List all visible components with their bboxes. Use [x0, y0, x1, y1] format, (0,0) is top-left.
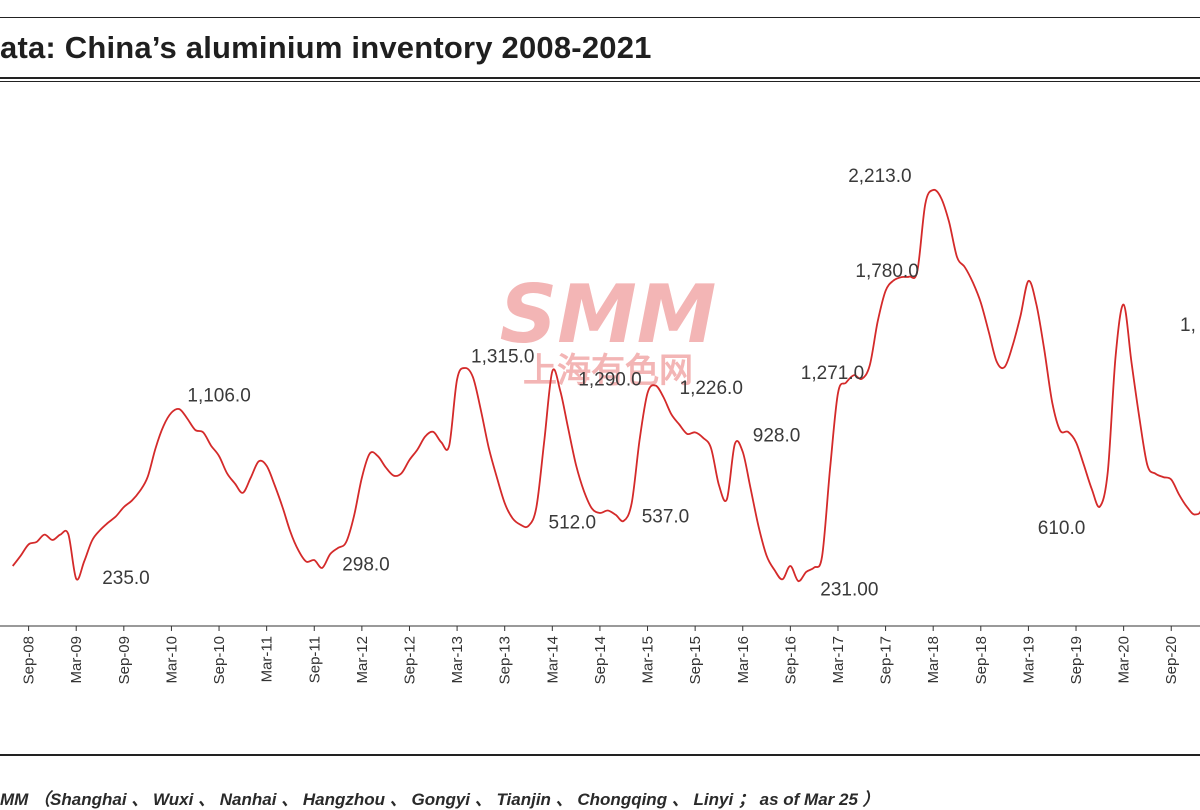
x-tick-label: Mar-16 — [735, 636, 752, 684]
x-tick-label: Sep-16 — [782, 636, 799, 684]
x-tick-label: Mar-20 — [1116, 636, 1133, 684]
top-border — [0, 17, 1200, 18]
data-label: 610.0 — [1038, 518, 1086, 539]
footer-rule — [0, 754, 1200, 756]
data-label: 298.0 — [342, 554, 390, 575]
chart-title: ata: China’s aluminium inventory 2008-20… — [0, 30, 652, 65]
data-label: 1,106.0 — [187, 386, 250, 407]
smm-watermark: SMM 上海有色网 — [500, 268, 717, 391]
x-tick-label: Sep-12 — [401, 636, 418, 684]
x-tick-label: Mar-09 — [68, 636, 85, 684]
inventory-line — [12, 188, 1200, 583]
x-tick-label: Sep-18 — [973, 636, 990, 684]
x-tick-label: Sep-17 — [878, 636, 895, 684]
x-axis: Sep-08 Mar-09 Sep-09 Mar-10 Sep-10 Mar-11 Sep-… — [0, 625, 1200, 684]
source-note: MM （Shanghai 、 Wuxi 、 Nanhai 、 Hangzhou … — [0, 790, 880, 809]
data-label: 1,780.0 — [855, 261, 918, 282]
x-tick-label: Sep-09 — [116, 636, 133, 684]
x-tick-label: Sep-20 — [1163, 636, 1180, 684]
data-label: 2,213.0 — [848, 166, 911, 187]
x-tick-label: Mar-17 — [830, 636, 847, 684]
data-label: 1, — [1180, 315, 1196, 336]
x-tick-label: Mar-18 — [925, 636, 942, 684]
data-label: 928.0 — [753, 426, 801, 447]
x-tick-label: Mar-10 — [163, 636, 180, 684]
line-chart: SMM 上海有色网 Sep-08 Mar-09 Sep-09 Mar-10 Sep-10… — [0, 166, 1200, 684]
data-labels: 235.0 1,106.0 298.0 1,315.0 512.0 1,290.0 537.… — [102, 166, 1196, 601]
x-tick-label: Mar-14 — [544, 636, 561, 684]
x-tick-label: Mar-15 — [640, 636, 657, 684]
title-rule — [0, 77, 1200, 79]
data-label: 1,226.0 — [680, 378, 743, 399]
x-tick-label: Sep-13 — [497, 636, 514, 684]
x-tick-label: Sep-19 — [1068, 636, 1085, 684]
data-label: 235.0 — [102, 568, 150, 589]
x-tick-label: Sep-10 — [211, 636, 228, 684]
title-rule-thin — [0, 81, 1200, 82]
data-label: 231.00 — [820, 580, 878, 601]
x-tick-label: Sep-15 — [687, 636, 704, 684]
data-label: 1,271.0 — [801, 363, 864, 384]
watermark-subtitle: 上海有色网 — [523, 351, 693, 391]
x-tick-label: Mar-13 — [449, 636, 466, 684]
x-tick-label: Mar-12 — [354, 636, 371, 684]
x-tick-label: Sep-14 — [592, 636, 609, 684]
data-label: 1,290.0 — [578, 369, 641, 390]
x-tick-label: Sep-08 — [21, 636, 38, 684]
x-tick-label: Sep-11 — [306, 636, 323, 683]
watermark-logo: SMM — [500, 268, 717, 361]
data-label: 1,315.0 — [471, 347, 534, 368]
data-label: 537.0 — [642, 506, 690, 527]
data-label: 512.0 — [549, 512, 597, 533]
series-layer — [12, 188, 1200, 583]
x-tick-label: Mar-11 — [259, 636, 276, 682]
x-tick-label: Mar-19 — [1020, 636, 1037, 684]
